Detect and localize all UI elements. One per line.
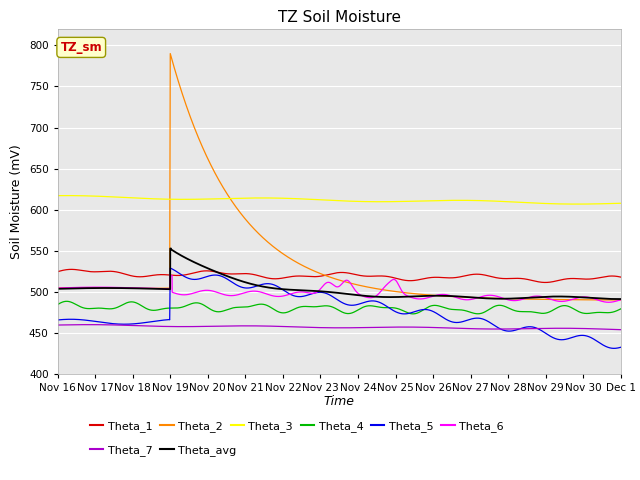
Theta_2 (474, 295, 482, 300)
Theta_3 (420, 198, 428, 204)
Theta_4 (54, 301, 61, 307)
Theta_avg (54, 286, 61, 292)
Theta_7 (420, 324, 428, 330)
Theta_5 (610, 346, 618, 351)
Theta_7 (156, 324, 164, 329)
Theta_5 (517, 325, 525, 331)
Theta_5 (420, 307, 428, 312)
Theta_6 (474, 295, 482, 300)
Theta_2 (392, 288, 399, 294)
Legend: Theta_7, Theta_avg: Theta_7, Theta_avg (86, 441, 241, 460)
Theta_6 (605, 300, 612, 305)
Theta_4 (474, 311, 482, 317)
Theta_3 (392, 199, 399, 204)
Theta_4 (617, 306, 625, 312)
Line: Theta_2: Theta_2 (58, 54, 621, 300)
Theta_3 (156, 196, 164, 202)
Theta_4 (269, 306, 276, 312)
Line: Theta_4: Theta_4 (58, 301, 621, 314)
Theta_3 (62, 192, 70, 198)
Theta_7 (517, 326, 525, 332)
Theta_avg (420, 293, 428, 299)
Theta_3 (474, 198, 482, 204)
Theta_avg (392, 294, 399, 300)
Theta_1 (617, 274, 625, 280)
Theta_1 (420, 276, 428, 282)
Theta_2 (54, 285, 61, 291)
Theta_7 (474, 326, 482, 332)
Theta_5 (54, 317, 61, 323)
Text: TZ_sm: TZ_sm (60, 41, 102, 54)
Y-axis label: Soil Moisture (mV): Soil Moisture (mV) (10, 144, 23, 259)
Theta_1 (156, 272, 164, 277)
Theta_6 (156, 286, 164, 291)
Line: Theta_7: Theta_7 (58, 324, 621, 330)
Theta_5 (269, 282, 276, 288)
Theta_6 (166, 273, 174, 278)
Theta_avg (517, 295, 525, 301)
Theta_6 (269, 293, 276, 299)
Theta_avg (614, 296, 622, 302)
Theta_7 (86, 322, 93, 327)
Theta_6 (54, 285, 61, 291)
Theta_4 (156, 307, 164, 312)
Theta_6 (617, 297, 625, 303)
Theta_2 (269, 243, 276, 249)
Theta_5 (156, 318, 164, 324)
Theta_3 (573, 201, 580, 207)
Line: Theta_6: Theta_6 (58, 276, 621, 302)
Theta_avg (269, 285, 276, 291)
Line: Theta_1: Theta_1 (58, 269, 621, 282)
Theta_2 (517, 296, 525, 302)
Theta_3 (269, 195, 276, 201)
Theta_1 (541, 279, 549, 285)
Title: TZ Soil Moisture: TZ Soil Moisture (278, 10, 401, 25)
Theta_4 (63, 299, 70, 304)
Theta_6 (392, 277, 399, 283)
Line: Theta_5: Theta_5 (58, 268, 621, 348)
Theta_1 (67, 266, 75, 272)
Theta_3 (54, 193, 61, 199)
Theta_avg (166, 246, 174, 252)
Line: Theta_avg: Theta_avg (58, 249, 621, 299)
Theta_2 (166, 51, 174, 57)
Line: Theta_3: Theta_3 (58, 195, 621, 204)
Theta_1 (269, 276, 276, 282)
Theta_avg (156, 286, 164, 292)
Theta_7 (269, 324, 276, 329)
Theta_avg (474, 295, 482, 300)
Theta_5 (617, 344, 625, 350)
Theta_2 (617, 297, 625, 303)
Theta_avg (617, 296, 625, 302)
Theta_7 (617, 327, 625, 333)
Theta_7 (392, 324, 399, 330)
Theta_4 (420, 307, 428, 312)
Theta_7 (54, 322, 61, 328)
Theta_1 (517, 276, 525, 281)
Theta_6 (420, 296, 428, 301)
Theta_4 (409, 311, 417, 317)
Theta_1 (474, 271, 482, 277)
Theta_1 (392, 276, 399, 281)
Theta_5 (474, 315, 482, 321)
Theta_2 (420, 292, 428, 298)
X-axis label: Time: Time (324, 395, 355, 408)
Theta_1 (54, 269, 61, 275)
Theta_3 (617, 200, 625, 206)
Theta_6 (517, 297, 525, 303)
Theta_2 (156, 286, 164, 291)
Theta_5 (166, 265, 174, 271)
Theta_5 (392, 309, 399, 314)
Theta_3 (517, 200, 525, 205)
Theta_4 (517, 309, 525, 314)
Theta_4 (392, 305, 399, 311)
